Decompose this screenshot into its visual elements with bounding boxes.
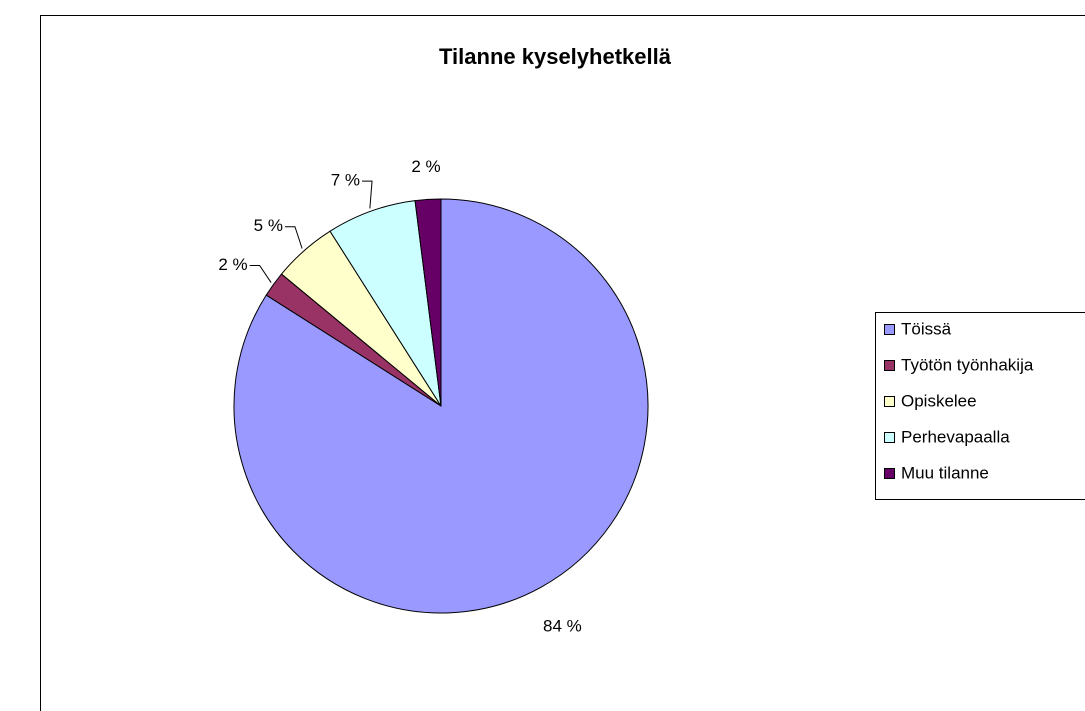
pie-slice (414, 198, 442, 407)
data-label: 84 % (543, 616, 582, 635)
legend-swatch (884, 432, 895, 443)
leader-line (284, 226, 303, 249)
leader-line (249, 265, 272, 283)
legend-label: Työtön työnhakija (901, 355, 1034, 374)
legend-box (875, 312, 1085, 500)
data-label: 2 % (411, 157, 440, 176)
data-label: 7 % (331, 171, 360, 190)
legend-swatch (884, 324, 895, 335)
leader-line (362, 180, 373, 209)
chart-frame (40, 15, 1085, 711)
legend-label: Opiskelee (901, 391, 977, 410)
data-label: 5 % (254, 216, 283, 235)
legend-swatch (884, 468, 895, 479)
legend-label: Perhevapaalla (901, 427, 1010, 446)
legend-label: Töissä (901, 319, 952, 338)
legend-swatch (884, 396, 895, 407)
legend-swatch (884, 360, 895, 371)
data-label: 2 % (218, 255, 247, 274)
chart-title: Tilanne kyselyhetkellä (439, 44, 672, 69)
legend-label: Muu tilanne (901, 463, 989, 482)
